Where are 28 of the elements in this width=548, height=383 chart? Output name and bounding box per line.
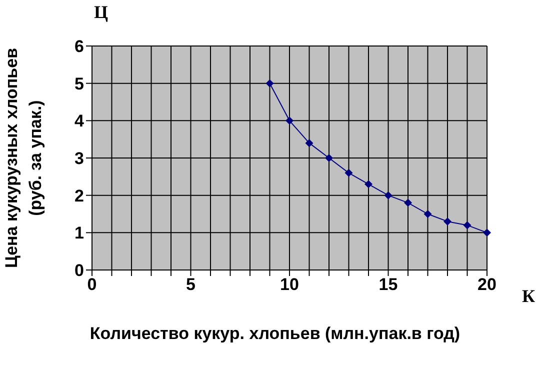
text: К: [522, 286, 536, 307]
y-axis-title: Цена кукурузных хлопьев (руб. за упак.): [1, 46, 46, 270]
x-axis-title: Количество кукур. хлопьев (млн.упак.в год): [88, 323, 462, 345]
x-tick-label: 20: [478, 275, 496, 294]
point: [364, 180, 372, 188]
y-tick-label: 0: [74, 261, 84, 280]
y-tick-label: 4: [74, 112, 85, 131]
x-tick-label: 10: [280, 275, 299, 294]
y-tick-label: 2: [74, 186, 84, 206]
point: [404, 198, 412, 207]
x-tick-label: 0: [87, 275, 97, 294]
x-tick-label: 5: [186, 275, 196, 294]
point: [483, 228, 491, 237]
y-tick-label: 3: [74, 149, 84, 168]
point: [344, 168, 353, 177]
point: [444, 217, 452, 226]
point: [424, 210, 432, 218]
text: Ц: [94, 2, 108, 23]
y-tick-label: 5: [74, 74, 84, 94]
point: [305, 139, 314, 148]
point: [325, 154, 333, 162]
x-tick-label: 15: [378, 275, 398, 294]
point: [463, 221, 472, 230]
point: [384, 191, 392, 200]
point: [286, 116, 294, 125]
y-tick-label: 1: [74, 224, 84, 243]
y-tick-label: 6: [74, 37, 84, 56]
point: [266, 79, 274, 88]
